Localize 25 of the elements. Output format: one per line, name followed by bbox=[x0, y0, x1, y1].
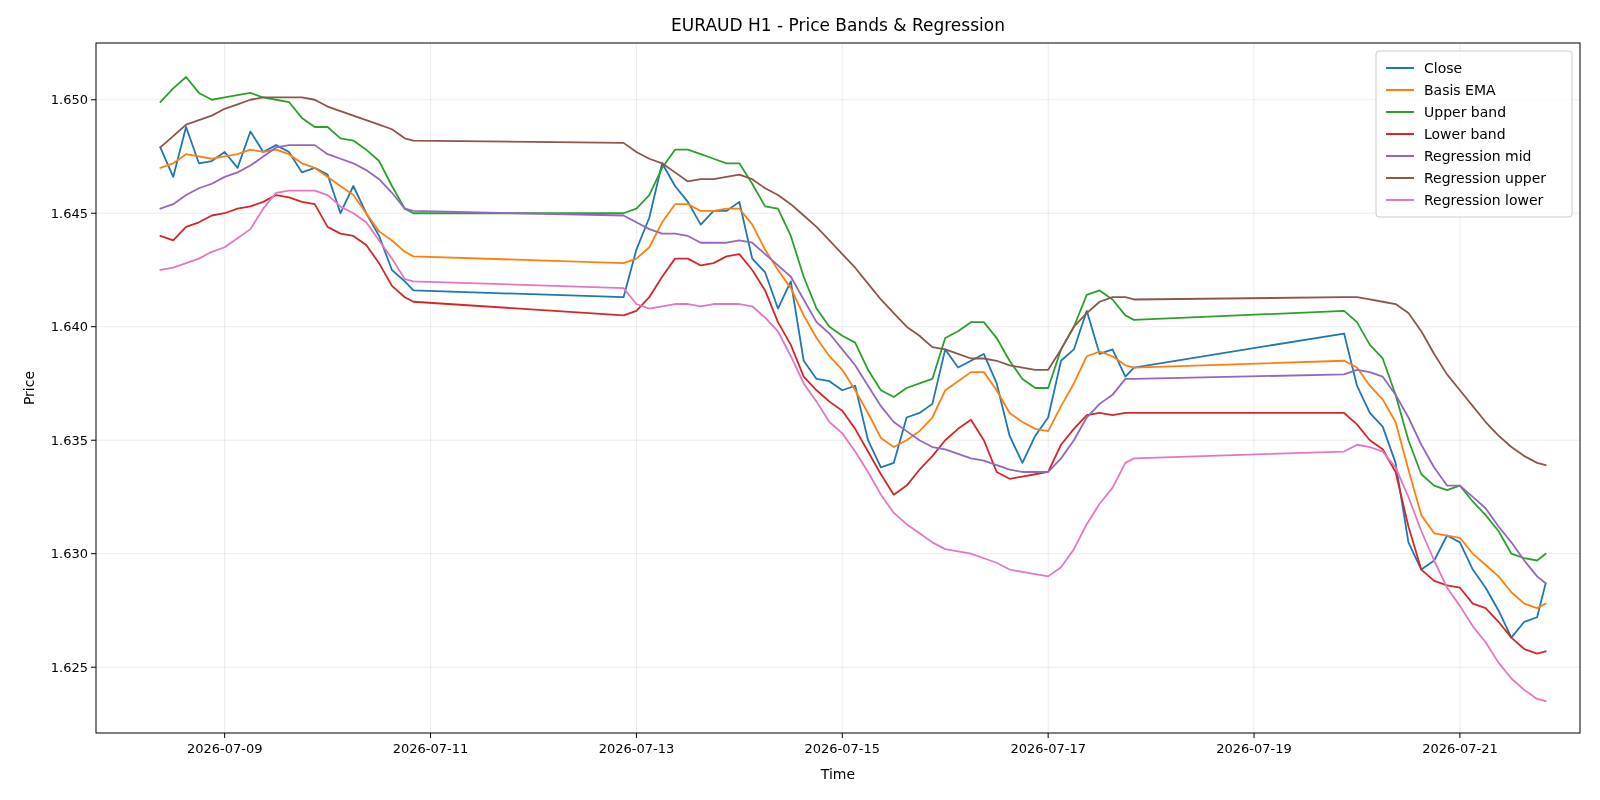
y-tick-label: 1.630 bbox=[50, 546, 88, 562]
legend-label: Lower band bbox=[1424, 125, 1506, 142]
line-series bbox=[159, 76, 1547, 562]
y-tick-label: 1.635 bbox=[50, 432, 88, 448]
legend-label: Regression mid bbox=[1424, 147, 1532, 164]
x-axis-title: Time bbox=[819, 766, 856, 782]
chart-title: EURAUD H1 - Price Bands & Regression bbox=[671, 15, 1005, 35]
y-tick-label: 1.625 bbox=[50, 659, 88, 675]
y-tick-label: 1.645 bbox=[50, 205, 88, 221]
legend-label: Upper band bbox=[1424, 103, 1507, 120]
legend-label: Regression lower bbox=[1424, 191, 1544, 208]
legend-label: Regression upper bbox=[1424, 169, 1547, 186]
y-axis-title: Price bbox=[21, 370, 37, 406]
line-series bbox=[159, 96, 1547, 467]
x-tick-label: 2026-07-21 bbox=[1422, 741, 1498, 756]
x-tick-label: 2026-07-15 bbox=[804, 741, 881, 756]
x-tick-label: 2026-07-09 bbox=[186, 741, 263, 756]
y-tick-label: 1.650 bbox=[50, 92, 88, 108]
y-tick-label: 1.640 bbox=[50, 319, 88, 335]
x-tick-label: 2026-07-11 bbox=[392, 741, 469, 756]
x-tick-label: 2026-07-19 bbox=[1216, 741, 1292, 756]
legend-label: Close bbox=[1424, 59, 1463, 76]
legend-label: Basis EMA bbox=[1424, 81, 1497, 98]
x-tick-label: 2026-07-13 bbox=[598, 741, 675, 756]
x-tick-label: 2026-07-17 bbox=[1010, 741, 1086, 756]
